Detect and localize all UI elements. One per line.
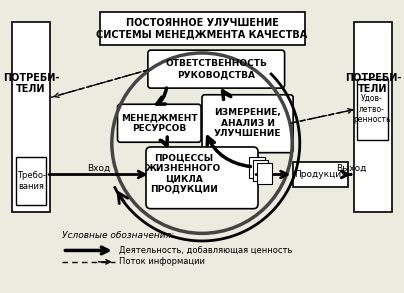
Text: ПРОЦЕССЫ
ЖИЗНЕННОГО
ЦИКЛА
ПРОДУКЦИИ: ПРОЦЕССЫ ЖИЗНЕННОГО ЦИКЛА ПРОДУКЦИИ bbox=[146, 154, 221, 194]
Bar bbox=[253, 160, 268, 181]
Bar bbox=[12, 22, 50, 212]
FancyBboxPatch shape bbox=[118, 104, 201, 142]
Bar bbox=[249, 157, 265, 178]
Text: ОТВЕТСТВЕННОСТЬ
РУКОВОДСТВА: ОТВЕТСТВЕННОСТЬ РУКОВОДСТВА bbox=[165, 59, 267, 79]
Bar bbox=[101, 12, 305, 45]
Bar bbox=[293, 162, 348, 187]
Text: Удов-
летво-
ренность: Удов- летво- ренность bbox=[353, 94, 391, 124]
Text: ПОСТОЯННОЕ УЛУЧШЕНИЕ
СИСТЕМЫ МЕНЕДЖМЕНТА КАЧЕСТВА: ПОСТОЯННОЕ УЛУЧШЕНИЕ СИСТЕМЫ МЕНЕДЖМЕНТА… bbox=[97, 18, 307, 39]
Text: ПОТРЕБИ-
ТЕЛИ: ПОТРЕБИ- ТЕЛИ bbox=[3, 73, 59, 94]
Bar bbox=[354, 22, 392, 212]
Text: Деятельность, добавляющая ценность: Деятельность, добавляющая ценность bbox=[120, 246, 293, 255]
Text: ИЗМЕРЕНИЕ,
АНАЛИЗ И
УЛУЧШЕНИЕ: ИЗМЕРЕНИЕ, АНАЛИЗ И УЛУЧШЕНИЕ bbox=[214, 108, 281, 138]
Text: ПОТРЕБИ-
ТЕЛИ: ПОТРЕБИ- ТЕЛИ bbox=[345, 73, 401, 94]
Bar bbox=[257, 163, 272, 184]
Bar bbox=[16, 157, 46, 205]
Text: МЕНЕДЖМЕНТ
РЕСУРСОВ: МЕНЕДЖМЕНТ РЕСУРСОВ bbox=[121, 114, 198, 133]
Text: Поток информации: Поток информации bbox=[120, 257, 205, 266]
Text: Продукция: Продукция bbox=[295, 170, 347, 179]
Text: Выход: Выход bbox=[336, 164, 366, 173]
Text: Условные обозначения:: Условные обозначения: bbox=[63, 231, 175, 240]
Text: Вход: Вход bbox=[87, 164, 110, 173]
Bar bbox=[357, 79, 388, 140]
FancyBboxPatch shape bbox=[146, 147, 258, 209]
Text: Требо-
вания: Требо- вания bbox=[17, 171, 46, 191]
FancyBboxPatch shape bbox=[148, 50, 284, 88]
FancyBboxPatch shape bbox=[202, 95, 293, 153]
